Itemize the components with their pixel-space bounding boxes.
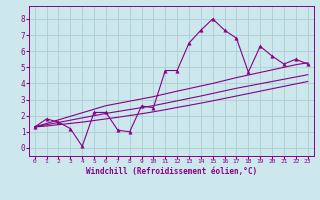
X-axis label: Windchill (Refroidissement éolien,°C): Windchill (Refroidissement éolien,°C) (86, 167, 257, 176)
